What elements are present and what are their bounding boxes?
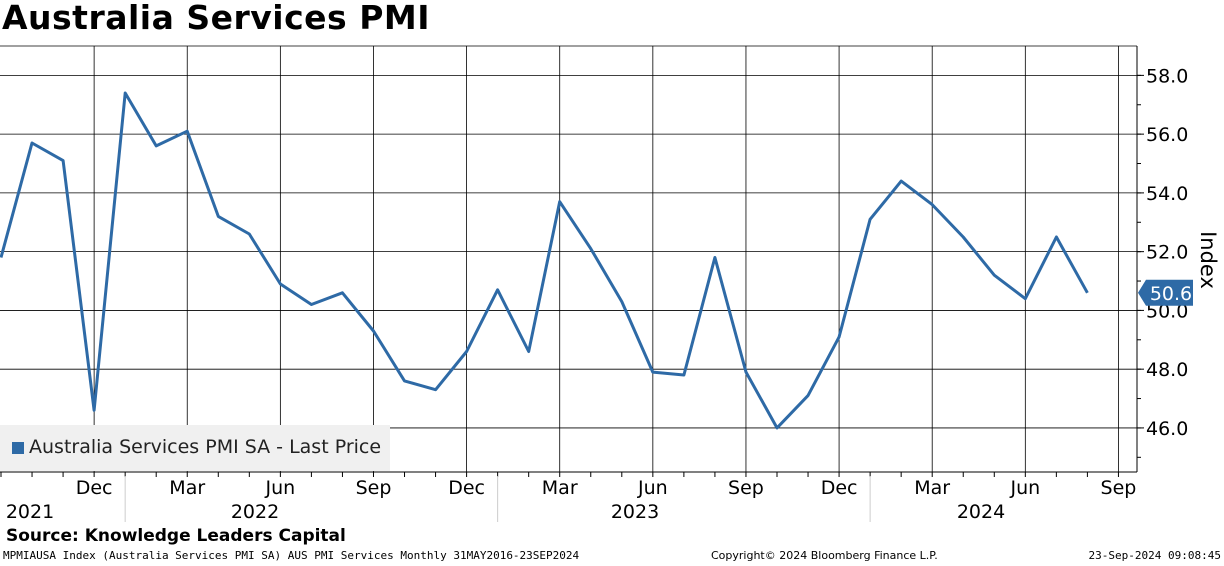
series-line xyxy=(0,91,1089,430)
source-note: Source: Knowledge Leaders Capital xyxy=(6,526,346,546)
x-tick-label: Dec xyxy=(821,477,858,499)
last-value-label: 50.6 xyxy=(1150,283,1192,305)
y-tick-label: 56.0 xyxy=(1146,124,1188,146)
legend-swatch xyxy=(12,442,24,454)
footer-copyright: Copyright© 2024 Bloomberg Finance L.P. xyxy=(711,549,938,562)
x-tick-label: Jun xyxy=(265,477,296,499)
y-tick-label: 52.0 xyxy=(1146,242,1188,264)
y-axis: 58.0 56.0 54.0 52.0 50.0 48.0 46.0 Index xyxy=(1137,65,1220,458)
x-axis: Dec Mar Jun Sep Dec Mar Jun Sep Dec Mar Jun Sep 2021… xyxy=(0,472,1137,523)
y-tick-label: 54.0 xyxy=(1146,183,1188,205)
gridlines xyxy=(0,46,1137,472)
legend: Australia Services PMI SA - Last Price xyxy=(0,425,390,471)
last-value-label-group: 50.6 xyxy=(1138,279,1193,306)
x-year-label: 2021 xyxy=(6,501,54,523)
y-tick-label: 46.0 xyxy=(1146,418,1188,440)
x-tick-label: Mar xyxy=(542,477,578,499)
x-year-label: 2024 xyxy=(957,501,1005,523)
last-value-badge xyxy=(1138,279,1193,306)
x-tick-label: Mar xyxy=(914,477,950,499)
x-tick-label: Dec xyxy=(76,477,113,499)
x-year-label: 2022 xyxy=(231,501,279,523)
x-tick-label: Sep xyxy=(728,477,764,499)
x-year-label: 2023 xyxy=(611,501,659,523)
y-axis-label: Index xyxy=(1196,231,1220,289)
x-tick-label: Sep xyxy=(356,477,392,499)
series-layer xyxy=(0,91,1089,430)
x-tick-label: Sep xyxy=(1101,477,1137,499)
footer-timestamp: 23-Sep-2024 09:08:45 xyxy=(1088,549,1221,562)
y-tick-label: 58.0 xyxy=(1146,65,1188,87)
footer-index-info: MPMIAUSA Index (Australia Services PMI S… xyxy=(3,549,580,562)
x-tick-label: Jun xyxy=(637,477,668,499)
x-tick-label: Jun xyxy=(1009,477,1040,499)
y-tick-label: 48.0 xyxy=(1146,359,1188,381)
legend-label: Australia Services PMI SA - Last Price xyxy=(29,436,382,458)
x-tick-label: Mar xyxy=(169,477,205,499)
plot-frame xyxy=(0,45,1138,473)
chart-title: Australia Services PMI xyxy=(2,0,430,37)
y-tick-label: 50.0 xyxy=(1146,300,1188,322)
x-tick-label: Dec xyxy=(448,477,485,499)
